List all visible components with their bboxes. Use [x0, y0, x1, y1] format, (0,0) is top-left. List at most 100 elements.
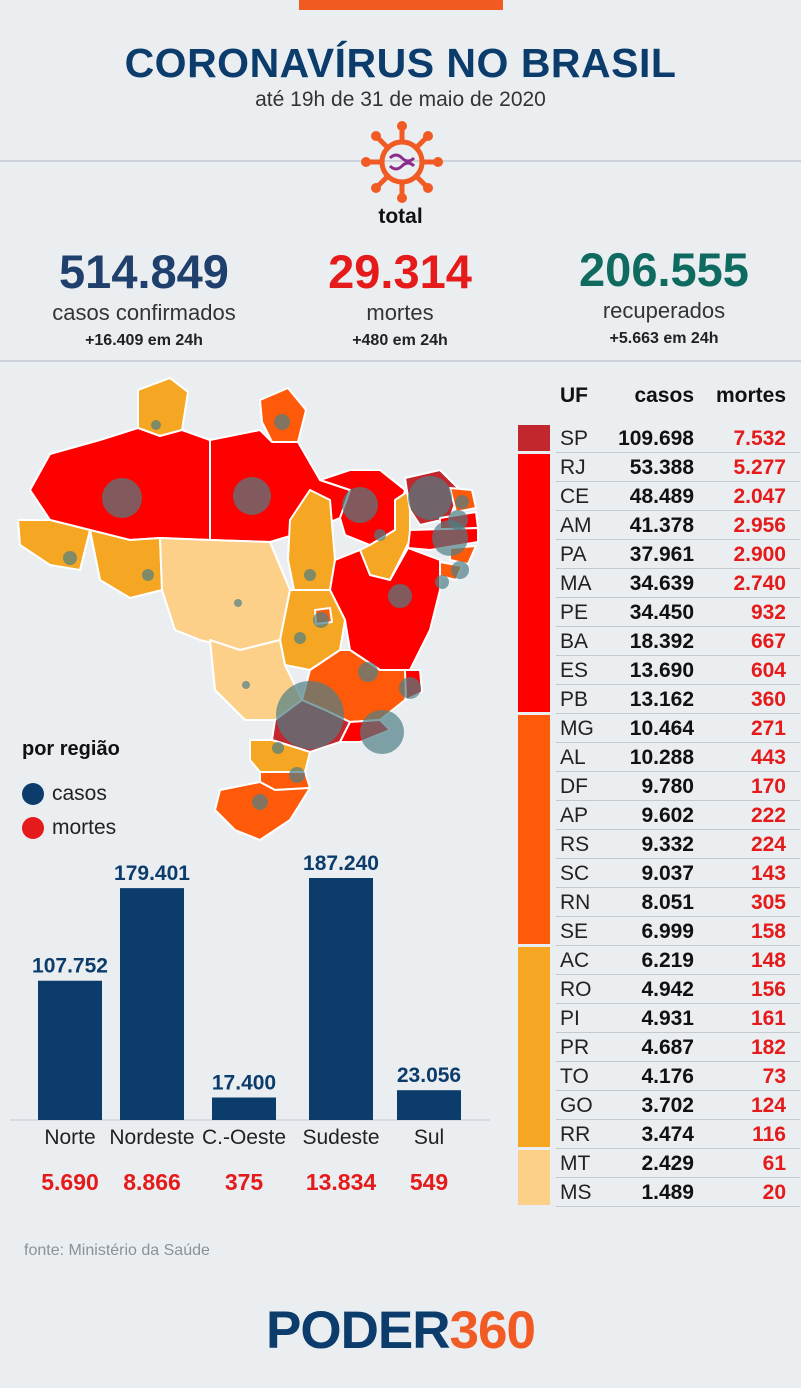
- deaths-value-label: 375: [225, 1169, 264, 1195]
- table-cell-mortes: 2.956: [733, 514, 786, 537]
- stat-casos-delta: +16.409 em 24h: [85, 332, 203, 349]
- table-row-divider: [556, 771, 800, 772]
- table-cell-mortes: 7.532: [733, 427, 786, 450]
- deaths-value-label: 5.690: [41, 1169, 99, 1195]
- table-cell-uf: PA: [560, 543, 587, 566]
- table-row-divider: [556, 568, 800, 569]
- table-cell-casos: 48.489: [629, 485, 694, 508]
- table-cell-mortes: 148: [750, 949, 786, 972]
- table-cell-mortes: 443: [750, 746, 786, 769]
- table-cell-mortes: 73: [762, 1065, 786, 1088]
- table-cell-mortes: 224: [750, 833, 786, 856]
- deaths-value-label: 549: [410, 1169, 448, 1195]
- table-row-divider: [556, 1032, 800, 1033]
- map-bubble-PA: [233, 477, 271, 515]
- table-cell-mortes: 2.740: [733, 572, 786, 595]
- table-cell-uf: RO: [560, 978, 592, 1001]
- table-row: SC 9.037 143: [514, 859, 800, 888]
- map-state-MT: [159, 537, 291, 651]
- table-cell-uf: AL: [560, 746, 586, 769]
- table-row-divider: [556, 452, 800, 453]
- logo-poder: PODER: [266, 1301, 450, 1360]
- poder360-logo: PODER360: [0, 1300, 801, 1361]
- table-row-divider: [556, 626, 800, 627]
- table-cell-uf: GO: [560, 1094, 593, 1117]
- table-cell-casos: 109.698: [618, 427, 694, 450]
- map-bubble-MT: [234, 599, 242, 607]
- table-row-divider: [556, 597, 800, 598]
- table-cell-casos: 1.489: [641, 1181, 694, 1204]
- table-color-band: [518, 1150, 550, 1205]
- table-cell-mortes: 2.900: [733, 543, 786, 566]
- table-cell-casos: 13.690: [629, 659, 694, 682]
- table-cell-casos: 4.942: [641, 978, 694, 1001]
- table-row-divider: [556, 481, 800, 482]
- source-note: fonte: Ministério da Saúde: [24, 1242, 210, 1259]
- legend-title: por região: [22, 738, 120, 760]
- table-cell-casos: 9.332: [641, 833, 694, 856]
- region-bar-chart: 107.752 Norte 5.690 179.401 Nordeste 8.866 17.…: [10, 852, 490, 1195]
- legend-label-mortes: mortes: [52, 816, 117, 839]
- table-cell-uf: ES: [560, 659, 589, 682]
- table-cell-casos: 4.931: [641, 1007, 694, 1030]
- table-cell-casos: 4.176: [641, 1065, 694, 1088]
- map-bubble-MA: [342, 487, 378, 523]
- bar-value-label: 17.400: [212, 1072, 276, 1095]
- table-row-divider: [556, 887, 800, 888]
- table-cell-casos: 13.162: [629, 688, 694, 711]
- table-cell-uf: MA: [560, 572, 592, 595]
- table-row: AL 10.288 443: [514, 743, 800, 772]
- table-cell-mortes: 360: [750, 688, 786, 711]
- stat-mortes-delta: +480 em 24h: [352, 332, 448, 349]
- table-cell-mortes: 161: [750, 1007, 786, 1030]
- brazil-map: [17, 377, 479, 841]
- table-cell-casos: 9.780: [641, 775, 694, 798]
- legend-item-mortes: mortes: [22, 816, 116, 840]
- table-row-divider: [556, 1003, 800, 1004]
- table-row: BA 18.392 667: [514, 627, 800, 656]
- table-row: PB 13.162 360: [514, 685, 800, 714]
- map-bubble-AP: [274, 414, 290, 430]
- table-row-divider: [556, 916, 800, 917]
- table-row: RS 9.332 224: [514, 830, 800, 859]
- table-cell-mortes: 170: [750, 775, 786, 798]
- table-cell-casos: 4.687: [641, 1036, 694, 1059]
- bar-casos-Sudeste: [309, 878, 373, 1120]
- map-bubble-DF: [313, 612, 329, 628]
- table-row: PI 4.931 161: [514, 1004, 800, 1033]
- bar-casos-Norte: [38, 980, 102, 1120]
- category-label: Sul: [414, 1126, 444, 1149]
- table-color-band: [518, 947, 550, 1147]
- table-cell-casos: 10.464: [629, 717, 694, 740]
- table-cell-uf: SE: [560, 920, 589, 943]
- table-cell-uf: TO: [560, 1065, 589, 1088]
- total-label: total: [378, 205, 423, 228]
- table-cell-uf: PB: [560, 688, 589, 711]
- table-cell-casos: 41.378: [629, 514, 694, 537]
- stat-casos-label: casos confirmados: [52, 300, 236, 325]
- table-color-band: [518, 715, 550, 944]
- table-row: RN 8.051 305: [514, 888, 800, 917]
- table-cell-casos: 9.037: [641, 862, 694, 885]
- logo-360: 360: [449, 1301, 536, 1360]
- table-row-divider: [556, 974, 800, 975]
- table-row: AM 41.378 2.956: [514, 511, 800, 540]
- table-row-divider: [556, 1061, 800, 1062]
- map-state-AC: [17, 519, 91, 571]
- map-bubble-AC: [63, 551, 77, 565]
- bar-casos-Sul: [397, 1090, 461, 1120]
- stat-casos-value: 514.849: [59, 245, 229, 298]
- table-row: PR 4.687 182: [514, 1033, 800, 1062]
- table-row-divider: [556, 684, 800, 685]
- table-row-divider: [556, 1177, 800, 1178]
- bar-value-label: 187.240: [303, 852, 379, 875]
- table-row-divider: [556, 800, 800, 801]
- map-state-RS: [214, 781, 311, 841]
- table-cell-casos: 18.392: [629, 630, 694, 653]
- stat-recuperados-delta: +5.663 em 24h: [609, 330, 719, 347]
- table-cell-casos: 3.702: [641, 1094, 694, 1117]
- map-bubble-MG: [358, 662, 378, 682]
- divider-mid: [0, 360, 801, 362]
- table-row: AP 9.602 222: [514, 801, 800, 830]
- legend-dot-casos: [22, 783, 44, 805]
